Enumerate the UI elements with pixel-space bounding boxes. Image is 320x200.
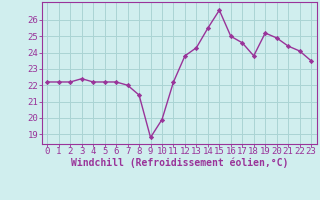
X-axis label: Windchill (Refroidissement éolien,°C): Windchill (Refroidissement éolien,°C) bbox=[70, 158, 288, 168]
